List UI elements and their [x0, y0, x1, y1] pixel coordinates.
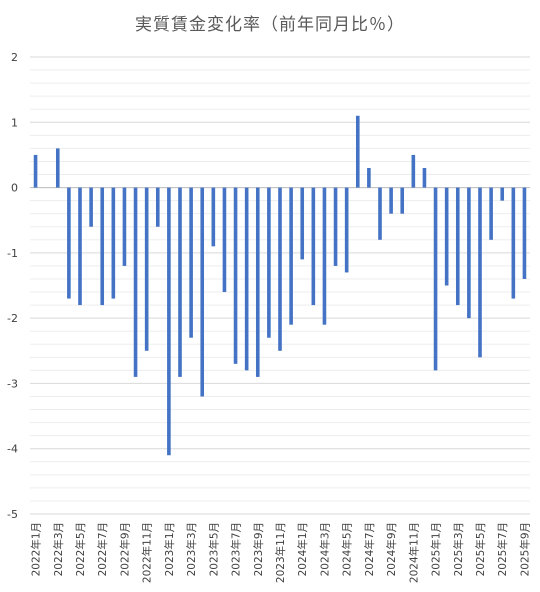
bar [511, 187, 516, 299]
x-tick-label: 2022年3月 [52, 522, 65, 576]
bar [389, 187, 393, 214]
x-axis-ticks: 2022年1月 2022年3月 2022年5月 2022年7月 2022年9月 2022年… [30, 522, 532, 583]
chart-title: 実質賃金変化率（前年同月比％） [135, 15, 405, 35]
bar [289, 187, 293, 325]
x-tick-label: 2025年5月 [474, 522, 487, 576]
x-tick-label: 2023年3月 [185, 522, 198, 576]
bar [478, 187, 482, 358]
bar [267, 187, 271, 338]
bar [78, 187, 82, 306]
x-tick-label: 2022年5月 [74, 522, 87, 576]
bar [400, 187, 405, 214]
bar [300, 187, 305, 260]
y-tick-label: -2 [7, 312, 18, 325]
bar [155, 187, 160, 227]
x-tick-label: 2025年9月 [518, 522, 531, 576]
bar [467, 187, 471, 319]
x-tick-label: 2023年1月 [163, 522, 176, 576]
bar [255, 187, 260, 377]
x-tick-label: 2024年7月 [363, 522, 376, 576]
bar [333, 187, 338, 266]
y-tick-label: -1 [7, 247, 18, 260]
bar [244, 187, 249, 371]
x-tick-label: 2022年9月 [118, 522, 131, 576]
bar [311, 187, 316, 306]
x-tick-label: 2024年5月 [341, 522, 354, 576]
bar [222, 187, 227, 293]
bar [122, 187, 127, 266]
bar [189, 187, 193, 338]
bar [278, 187, 282, 351]
bars [33, 115, 527, 456]
bar [200, 187, 205, 397]
bar [367, 167, 371, 188]
bar [433, 187, 438, 371]
y-tick-label: -5 [7, 508, 18, 521]
x-tick-label: 2024年9月 [385, 522, 398, 576]
bar [355, 115, 360, 188]
x-tick-label: 2022年7月 [96, 522, 109, 576]
bar [378, 187, 382, 240]
x-tick-label: 2023年9月 [252, 522, 265, 576]
bar [100, 187, 105, 306]
bar [500, 187, 505, 201]
bar [233, 187, 238, 364]
bar [33, 154, 38, 188]
x-tick-label: 2023年7月 [230, 522, 243, 576]
bar [67, 187, 71, 299]
bar [322, 187, 327, 325]
bar [133, 187, 138, 377]
y-axis-ticks: -5 -4 -3 -2 -1 0 1 2 [7, 51, 18, 521]
y-tick-label: 1 [11, 116, 18, 129]
bar [111, 187, 116, 299]
bar [167, 187, 171, 456]
x-tick-label: 2025年7月 [496, 522, 509, 576]
y-tick-label: -3 [7, 377, 18, 390]
x-tick-label: 2022年11月 [141, 522, 154, 583]
x-tick-label: 2024年11月 [407, 522, 420, 583]
bar [144, 187, 149, 351]
x-tick-label: 2023年5月 [207, 522, 220, 576]
bar [411, 154, 416, 188]
y-tick-label: -4 [7, 443, 18, 456]
bar [89, 187, 93, 227]
bar [344, 187, 349, 273]
bar [422, 167, 427, 188]
bar [455, 187, 460, 306]
bar [178, 187, 182, 377]
x-tick-label: 2025年3月 [452, 522, 465, 576]
x-tick-label: 2024年1月 [296, 522, 309, 576]
bar [444, 187, 449, 286]
bar [489, 187, 493, 240]
x-tick-label: 2022年1月 [30, 522, 43, 576]
x-tick-label: 2023年11月 [274, 522, 287, 583]
x-tick-label: 2024年3月 [318, 522, 331, 576]
y-tick-label: 0 [11, 182, 18, 195]
bar [55, 148, 60, 188]
bar [211, 187, 216, 247]
y-tick-label: 2 [11, 51, 18, 64]
x-tick-label: 2025年1月 [430, 522, 443, 576]
bar [522, 187, 527, 279]
